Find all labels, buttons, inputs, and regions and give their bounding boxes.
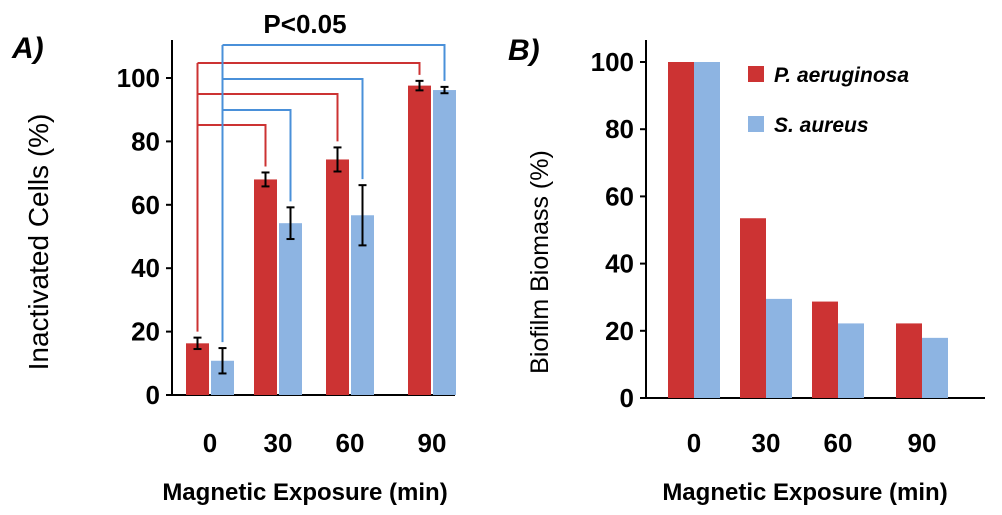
bar-s-aureus	[433, 90, 456, 396]
bar-s-aureus	[922, 337, 948, 398]
y-tick-label: 20	[131, 317, 160, 347]
bar-p-aeruginosa	[668, 62, 694, 398]
y-tick-label: 40	[131, 253, 160, 283]
x-tick-label: 30	[752, 428, 781, 458]
y-tick-label: 100	[591, 47, 634, 77]
x-tick-label: 60	[336, 428, 365, 458]
bar-p-aeruginosa	[254, 179, 277, 395]
bar-p-aeruginosa	[326, 159, 349, 395]
x-axis-title: Magnetic Exposure (min)	[162, 479, 447, 506]
y-tick-label: 60	[605, 181, 634, 211]
y-tick-label: 80	[131, 126, 160, 156]
significance-bracket-red	[197, 93, 339, 142]
significance-bracket-red	[197, 124, 267, 167]
y-tick-label: 40	[605, 249, 634, 279]
bar-p-aeruginosa	[408, 85, 431, 395]
y-axis-title: Biofilm Biomass (%)	[526, 150, 554, 374]
bar-s-aureus	[838, 323, 864, 398]
bar-s-aureus	[351, 215, 374, 395]
legend-swatch-s-aureus	[748, 116, 764, 132]
bar-p-aeruginosa	[896, 323, 922, 398]
legend-swatch-p-aeruginosa	[748, 66, 764, 82]
x-tick-label: 30	[264, 428, 293, 458]
y-tick-label: 60	[131, 190, 160, 220]
panel-a: A) 0 20 40 60 80 100 Inactivated Cells (%) 0 30 60…	[11, 9, 456, 506]
x-axis-title: Magnetic Exposure (min)	[662, 479, 947, 506]
panel-b-label: B)	[508, 34, 540, 67]
bar-p-aeruginosa	[186, 343, 209, 395]
significance-bracket-blue	[222, 44, 446, 81]
bar-s-aureus	[766, 298, 792, 398]
significance-bracket-blue	[222, 109, 292, 202]
x-tick-label: 90	[418, 428, 447, 458]
legend-label-p-aeruginosa: P. aeruginosa	[774, 64, 909, 87]
y-tick-label: 80	[605, 114, 634, 144]
bar-s-aureus	[694, 62, 720, 398]
x-tick-label: 0	[203, 428, 217, 458]
legend-label-s-aureus: S. aureus	[774, 114, 869, 137]
bar-p-aeruginosa	[812, 301, 838, 398]
significance-bracket-blue	[222, 78, 364, 180]
panel-b: B) 0 20 40 60 80 100 Biofilm Biomass (%) 0 30 60 90…	[508, 34, 985, 506]
bar-s-aureus	[279, 223, 302, 395]
x-tick-label: 60	[824, 428, 853, 458]
y-tick-label: 100	[117, 63, 160, 93]
y-tick-label: 0	[146, 380, 160, 410]
bar-p-aeruginosa	[740, 218, 766, 398]
y-tick-label: 20	[605, 316, 634, 346]
p-value-annotation: P<0.05	[263, 9, 346, 39]
panel-a-label: A)	[11, 32, 44, 65]
bar-s-aureus	[211, 360, 234, 395]
significance-bracket-red	[197, 62, 421, 75]
y-axis-title: Inactivated Cells (%)	[23, 114, 54, 371]
x-tick-label: 90	[908, 428, 937, 458]
x-tick-label: 0	[687, 428, 701, 458]
y-tick-label: 0	[620, 383, 634, 413]
